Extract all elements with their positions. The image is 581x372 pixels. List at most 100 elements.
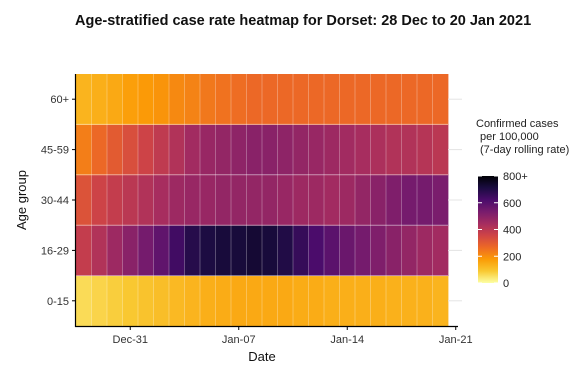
heatmap-cell <box>215 225 232 276</box>
heatmap-cell <box>184 225 201 276</box>
heatmap-cell <box>246 174 263 226</box>
heatmap-cell <box>262 275 278 327</box>
heatmap-cell <box>432 74 449 125</box>
heatmap-cell <box>138 124 154 176</box>
heatmap-cell <box>401 275 418 327</box>
heatmap-cell <box>122 225 139 276</box>
heatmap-cell <box>339 174 356 226</box>
heatmap-cell <box>153 275 170 327</box>
heatmap-cell <box>401 174 418 226</box>
legend-title-line: Confirmed cases <box>476 118 559 130</box>
heatmap-cell <box>386 74 402 125</box>
heatmap-cell <box>432 275 449 327</box>
heatmap-cell <box>293 225 309 276</box>
x-tick-label: Dec-31 <box>113 334 148 346</box>
heatmap-cell <box>324 225 340 276</box>
y-axis-title: Age group <box>14 170 29 230</box>
heatmap-cell <box>308 225 325 276</box>
heatmap-cell <box>169 74 185 125</box>
heatmap-cell <box>91 74 108 125</box>
heatmap-cell <box>262 174 278 226</box>
heatmap-cell <box>308 74 325 125</box>
heatmap-cell <box>91 124 108 176</box>
heatmap-cell <box>339 275 356 327</box>
legend-tick-label: 600 <box>503 198 521 210</box>
legend-tick-label: 400 <box>503 225 521 237</box>
heatmap-cell <box>386 275 402 327</box>
heatmap-cell <box>231 225 247 276</box>
heatmap-cell <box>262 124 278 176</box>
heatmap-cell <box>246 124 263 176</box>
heatmap-cell <box>122 275 139 327</box>
heatmap-cell <box>138 74 154 125</box>
heatmap-cell <box>324 275 340 327</box>
heatmap-cell <box>153 225 170 276</box>
heatmap-cell <box>107 124 123 176</box>
heatmap-cell <box>308 124 325 176</box>
heatmap-cell <box>231 74 247 125</box>
heatmap-cell <box>432 124 449 176</box>
y-tick-label: 30-44 <box>41 195 69 207</box>
heatmap-cell <box>153 74 170 125</box>
heatmap-cell <box>401 74 418 125</box>
heatmap-cell <box>200 124 216 176</box>
heatmap-cell <box>417 174 433 226</box>
heatmap-cell <box>262 74 278 125</box>
heatmap-cell <box>231 124 247 176</box>
heatmap-cell <box>169 275 185 327</box>
heatmap-cell <box>169 174 185 226</box>
x-axis-title: Date <box>248 349 275 364</box>
legend-title-line: (7-day rolling rate) <box>480 144 569 156</box>
legend-tick-label: 200 <box>503 251 521 263</box>
heatmap-cell <box>355 174 371 226</box>
heatmap-cell <box>215 275 232 327</box>
heatmap-cell <box>277 124 294 176</box>
heatmap-cell <box>386 124 402 176</box>
heatmap-cell <box>293 74 309 125</box>
heatmap-cell <box>169 225 185 276</box>
heatmap-cell <box>417 275 433 327</box>
heatmap-cell <box>184 74 201 125</box>
heatmap-cell <box>324 174 340 226</box>
heatmap-cell <box>122 124 139 176</box>
heatmap-cell <box>293 124 309 176</box>
heatmap-cell <box>107 275 123 327</box>
heatmap-cell <box>200 174 216 226</box>
heatmap-cell <box>184 174 201 226</box>
heatmap-cell <box>370 74 387 125</box>
heatmap-cell <box>355 275 371 327</box>
heatmap-cell <box>215 174 232 226</box>
heatmap-cell <box>277 174 294 226</box>
heatmap-cell <box>324 74 340 125</box>
heatmap-cell <box>107 74 123 125</box>
heatmap-cell <box>386 225 402 276</box>
heatmap-cell <box>246 74 263 125</box>
heatmap-cell <box>246 225 263 276</box>
heatmap-cell <box>339 124 356 176</box>
chart-title: Age-stratified case rate heatmap for Dor… <box>75 13 532 29</box>
heatmap-cell <box>293 174 309 226</box>
heatmap-cell <box>107 174 123 226</box>
x-tick-label: Jan-07 <box>222 334 256 346</box>
heatmap-cell <box>262 225 278 276</box>
legend-ticks: 0 200 400 600 800+ <box>478 171 528 290</box>
heatmap-cell <box>417 74 433 125</box>
legend-tick-label: 0 <box>503 278 509 290</box>
heatmap-cell <box>122 74 139 125</box>
heatmap-cells <box>76 74 449 327</box>
heatmap-cell <box>200 275 216 327</box>
heatmap-cell <box>308 174 325 226</box>
x-tick-label: Jan-21 <box>439 334 473 346</box>
heatmap-cell <box>370 174 387 226</box>
heatmap-cell <box>138 225 154 276</box>
heatmap-cell <box>324 124 340 176</box>
heatmap-cell <box>76 275 92 327</box>
heatmap-cell <box>370 225 387 276</box>
y-tick-label: 60+ <box>50 94 69 106</box>
heatmap-cell <box>417 225 433 276</box>
heatmap-cell <box>184 124 201 176</box>
heatmap-cell <box>355 124 371 176</box>
heatmap-cell <box>386 174 402 226</box>
